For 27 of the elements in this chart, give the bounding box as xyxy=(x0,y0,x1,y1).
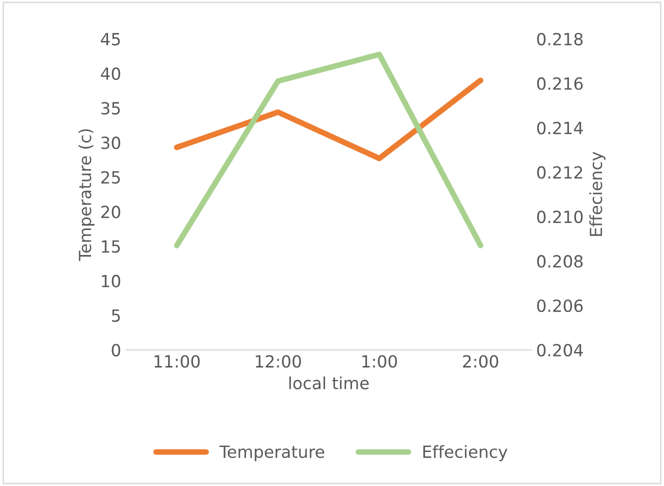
legend-label: Effeciency xyxy=(423,445,508,462)
y-tick-label: 20 xyxy=(101,206,120,218)
y-tick-label: 15 xyxy=(102,240,120,253)
y-tick-label: 5 xyxy=(112,310,120,322)
x-tick-label: 1:00 xyxy=(362,355,397,368)
y-tick-label: 10 xyxy=(102,274,120,288)
y-tick-label: 35 xyxy=(101,102,120,115)
y2-axis-title: Effeciency xyxy=(589,152,606,236)
y-tick-label: 25 xyxy=(101,171,120,184)
x-tick-label: 2:00 xyxy=(463,355,498,368)
y2-tick-label: 0.218 xyxy=(537,32,583,46)
y-tick-label: 0 xyxy=(112,344,120,356)
y2-tick-label: 0.212 xyxy=(537,166,582,179)
y-tick-label: 30 xyxy=(101,136,120,150)
y-tick-label: 45 xyxy=(100,33,120,46)
y2-tick-label: 0.208 xyxy=(537,255,583,268)
y2-tick-label: 0.210 xyxy=(537,210,583,224)
y-tick-label: 40 xyxy=(100,67,120,80)
y2-tick-label: 0.206 xyxy=(537,299,583,312)
y2-tick-label: 0.216 xyxy=(537,77,583,90)
y2-tick-label: 0.214 xyxy=(537,122,583,134)
legend-label: Temperature xyxy=(219,446,324,462)
x-tick-label: 12:00 xyxy=(256,355,301,368)
y-axis-title: Temperature (c) xyxy=(78,129,95,261)
x-axis-title: local time xyxy=(289,376,369,390)
y2-tick-label: 0.204 xyxy=(537,344,583,356)
x-tick-label: 11:00 xyxy=(154,355,200,368)
